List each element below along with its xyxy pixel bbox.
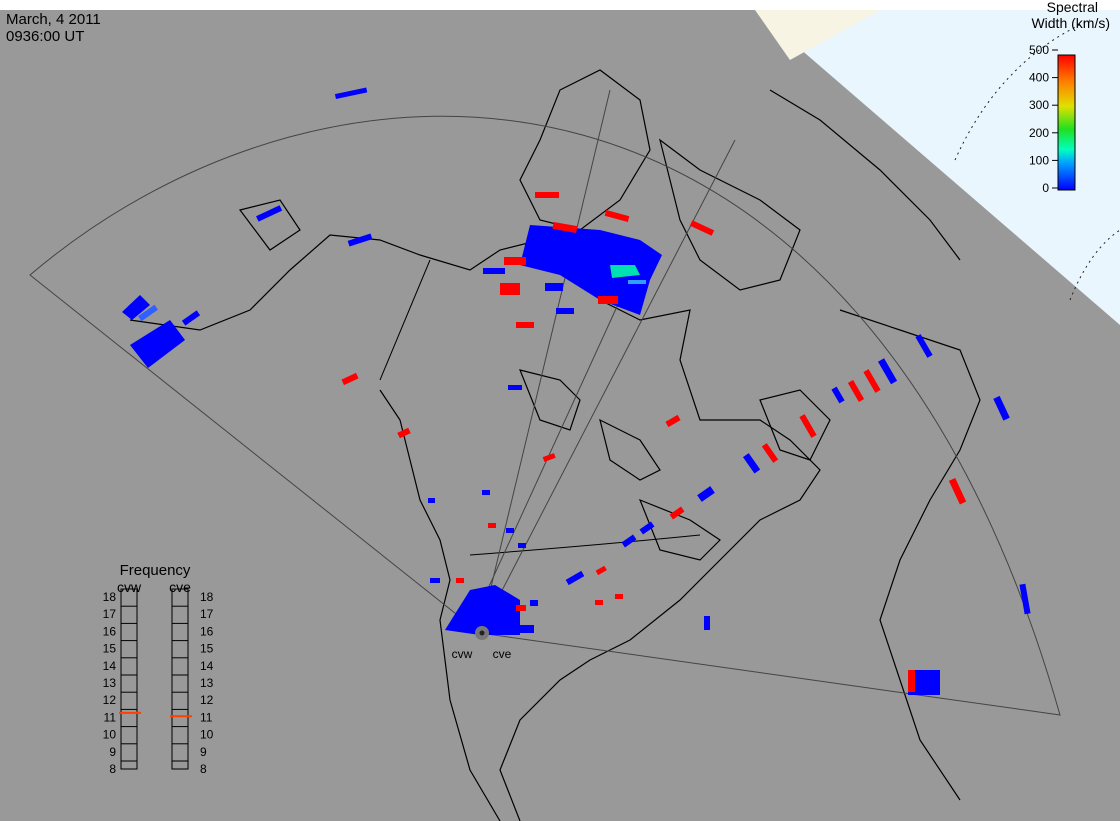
colorbar-tick-label: 200: [1029, 126, 1049, 140]
colorbar-tick-label: 0: [1042, 181, 1049, 195]
radar-name: cvw: [117, 579, 142, 595]
frequency-tick-label: 15: [200, 642, 214, 656]
frequency-tick-label: 16: [103, 624, 117, 638]
frequency-title: Frequency: [120, 562, 191, 579]
site-label: cve: [493, 647, 512, 661]
colorbar-tick-label: 500: [1029, 43, 1049, 57]
colorbar-title: Width (km/s): [1031, 15, 1110, 31]
land-region: [755, 10, 880, 60]
radar-site: [479, 630, 485, 636]
frequency-tick-label: 12: [103, 693, 117, 707]
frequency-tick-label: 13: [103, 676, 117, 690]
frequency-tick-label: 18: [200, 590, 214, 604]
colorbar-tick-label: 300: [1029, 98, 1049, 112]
colorbar: Spectral Width (km/s) 0 100 200 300 400 500: [1029, 0, 1110, 195]
colorbar-tick-label: 100: [1029, 153, 1049, 167]
frequency-tick-label: 10: [103, 728, 117, 742]
frequency-tick-label: 9: [200, 745, 207, 759]
top-strip: [0, 0, 1120, 10]
frequency-tick-label: 14: [103, 659, 117, 673]
latitude-circle: [954, 19, 1091, 161]
frequency-tick-label: 15: [103, 642, 117, 656]
frequency-tick-label: 18: [103, 590, 117, 604]
polar-region: [755, 10, 1120, 325]
frequency-panel: Frequency cvw 8 9 10 11 12 13 14 15 16 17 18 cve 8 9 10…: [103, 562, 214, 776]
latitude-circle: [1069, 229, 1120, 301]
frequency-tick-label: 16: [200, 624, 214, 638]
frequency-tick-label: 12: [200, 693, 214, 707]
colorbar-scale: [1057, 54, 1076, 191]
frequency-tick-label: 17: [103, 607, 117, 621]
frequency-tick-label: 13: [200, 676, 214, 690]
borders: [379, 259, 701, 556]
frequency-tick-label: 14: [200, 659, 214, 673]
frequency-tick-label: 9: [109, 745, 116, 759]
frequency-tick-label: 8: [109, 762, 116, 776]
radar-name: cve: [169, 579, 191, 595]
frequency-tick-label: 10: [200, 728, 214, 742]
frequency-tick-label: 8: [200, 762, 207, 776]
frequency-tick-label: 11: [104, 710, 117, 724]
frequency-tick-label: 17: [200, 607, 214, 621]
time-label: 0936:00 UT: [6, 28, 84, 45]
radar-echoes: [122, 87, 1031, 695]
colorbar-title: Spectral: [1047, 0, 1098, 15]
coastlines: [129, 69, 981, 821]
frequency-tick-label: 11: [200, 710, 213, 724]
date-label: March, 4 2011: [6, 11, 101, 28]
site-label: cvw: [452, 647, 473, 661]
colorbar-tick-label: 400: [1029, 71, 1049, 85]
